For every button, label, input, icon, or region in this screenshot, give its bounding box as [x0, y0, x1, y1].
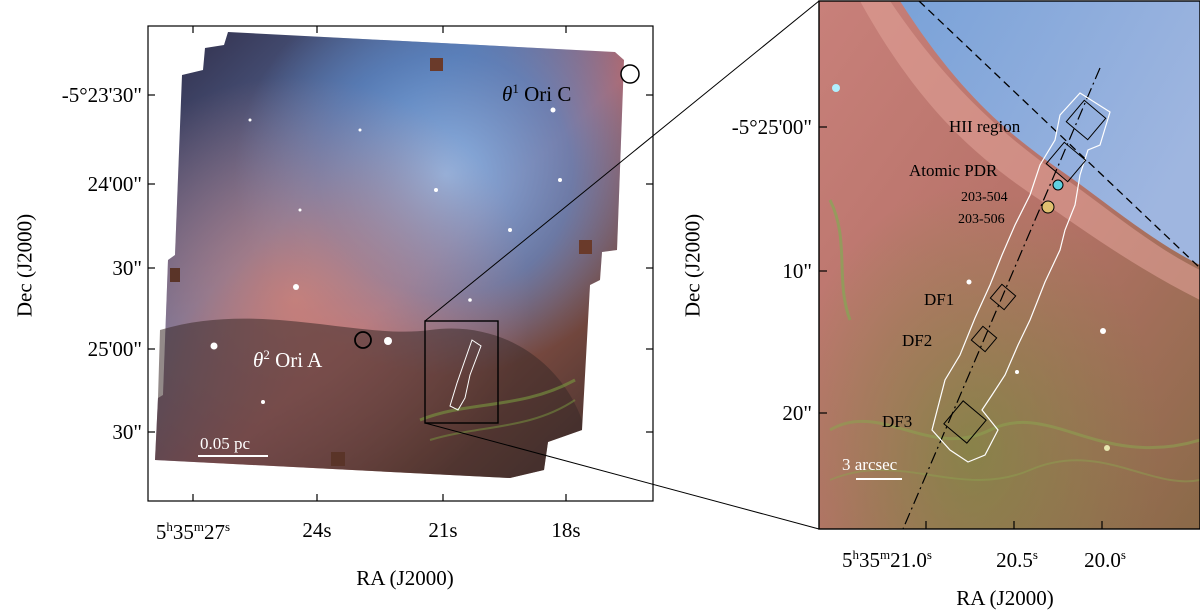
- left-y-tick-4: 30": [112, 420, 142, 444]
- left-scale-bar-label: 0.05 pc: [200, 434, 251, 453]
- left-plot-frame: [147, 25, 654, 502]
- connector-top: [424, 0, 820, 322]
- left-x-axis-title: RA (J2000): [356, 566, 454, 590]
- right-scale-bar-label: 3 arcsec: [842, 455, 898, 474]
- left-stars: [210, 107, 562, 404]
- left-nebula-image: [155, 32, 624, 478]
- df3-label: DF3: [882, 412, 913, 431]
- left-x-tick-2: 21s: [428, 518, 458, 542]
- connector-bottom: [424, 422, 820, 530]
- left-y-tick-1: 24'00": [87, 172, 142, 196]
- right-y-ticks: [819, 126, 827, 414]
- left-x-tick-1: 24s: [302, 518, 332, 542]
- df1-label: DF1: [924, 290, 955, 309]
- right-x-tick-0: 5h35m21.0s: [842, 547, 932, 572]
- theta2-ori-a-marker: [354, 331, 372, 349]
- right-x-ticks: [925, 521, 1103, 529]
- right-plot-frame: [818, 0, 1200, 530]
- left-y-tick-3: 25'00": [87, 337, 142, 361]
- atomic-pdr-label: Atomic PDR: [909, 161, 998, 180]
- right-y-tick-1: 10": [782, 259, 812, 283]
- theta2-ori-a-label: θ2 Ori A: [253, 347, 323, 372]
- right-y-tick-0: -5°25'00": [731, 115, 812, 139]
- right-y-tick-2: 20": [782, 401, 812, 425]
- left-y-tick-0: -5°23'30": [61, 83, 142, 107]
- left-x-tick-3: 18s: [551, 518, 581, 542]
- left-y-axis-title: Dec (J2000): [12, 213, 37, 318]
- proplyd-203-506-label: 203-506: [958, 212, 1005, 227]
- right-nebula-image: [819, 1, 1200, 529]
- left-x-tick-0: 5h35m27s: [155, 519, 231, 544]
- right-y-axis-title: Dec (J2000): [680, 213, 705, 318]
- left-y-ticks: [148, 94, 653, 433]
- right-x-axis-title: RA (J2000): [956, 586, 1054, 610]
- left-y-tick-2: 30": [112, 256, 142, 280]
- left-x-ticks: [192, 26, 567, 501]
- df2-label: DF2: [902, 331, 933, 350]
- proplyd-203-504-label: 203-504: [961, 190, 1008, 205]
- left-aperture-strip: [449, 339, 482, 411]
- hii-region-label: HII region: [949, 117, 1021, 136]
- theta1-ori-c-label: θ1 Ori C: [502, 81, 572, 106]
- theta1-ori-c-marker: [620, 64, 640, 84]
- right-x-tick-2: 20.0s: [1084, 547, 1126, 572]
- zoom-box: [424, 320, 499, 424]
- right-x-tick-1: 20.5s: [996, 547, 1038, 572]
